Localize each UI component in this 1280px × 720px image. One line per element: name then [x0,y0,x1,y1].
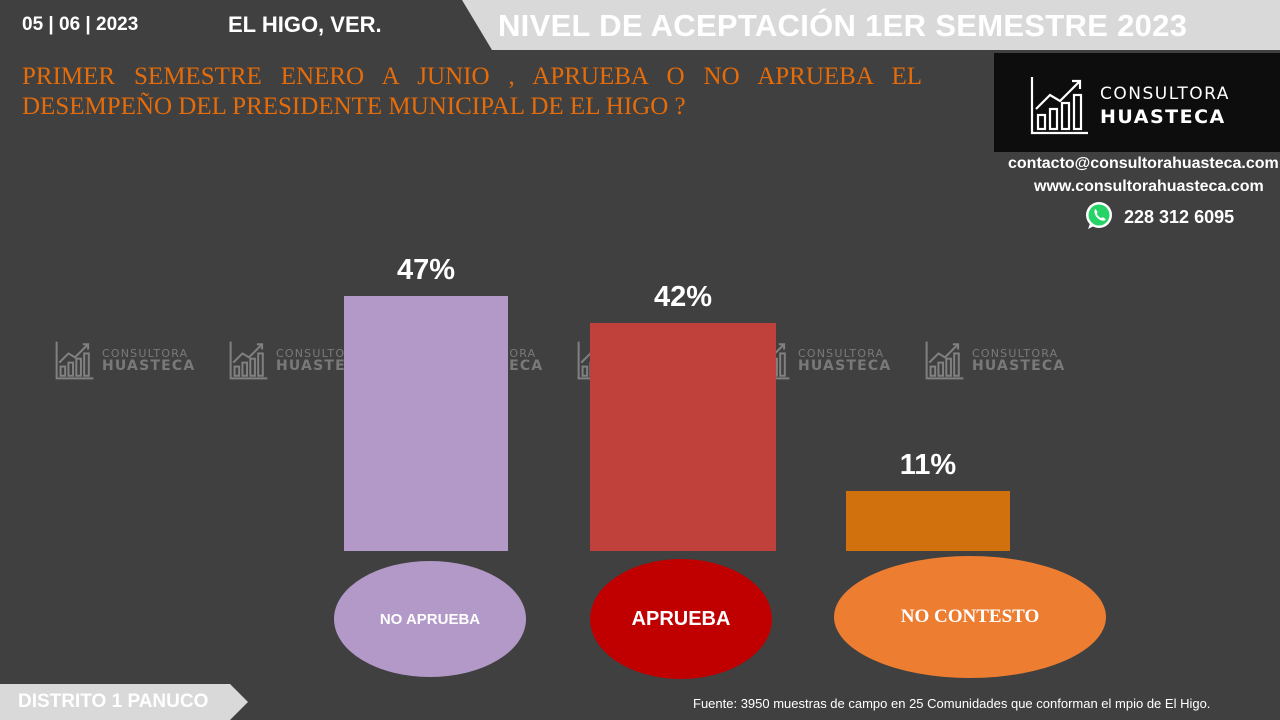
watermark-line1: CONSULTORA [798,347,885,360]
district-tag [0,684,248,720]
contact-phone[interactable]: 228 312 6095 [1124,207,1235,227]
chart-growth-icon [55,341,94,380]
watermark-line2: HUASTECA [102,358,196,374]
category-label: NO CONTESTO [834,556,1106,678]
watermark-line1: CONSULTORA [102,347,189,360]
brand-logo-box [994,53,1280,152]
title-banner [462,0,1280,50]
chart-growth-icon [925,341,964,380]
source-note: Fuente: 3950 muestras de campo en 25 Com… [693,696,1211,711]
bar-data-label: 11% [899,449,957,482]
bar [590,323,776,551]
contact-email[interactable]: contacto@consultorahuasteca.com [1008,155,1279,172]
chart-growth-icon [229,341,268,380]
watermark-line2: HUASTECA [972,358,1066,374]
watermark-line1: CONSULTORA [972,347,1059,360]
whatsapp-icon [1086,202,1112,229]
brand-name-line2: HUASTECA [1100,106,1226,128]
brand-name-line1: CONSULTORA [1100,84,1230,104]
page-title: NIVEL DE ACEPTACIÓN 1ER SEMESTRE 2023 [498,8,1188,43]
district-label: DISTRITO 1 PANUCO [18,691,209,712]
category-label: APRUEBA [590,559,772,679]
bar-data-label: 42% [653,281,713,314]
bar-data-label: 47% [396,254,456,286]
survey-question: PRIMER SEMESTRE ENERO A JUNIO , APRUEBA … [22,63,922,120]
bar [846,491,1010,551]
contact-website[interactable]: www.consultorahuasteca.com [1034,178,1264,195]
watermark-line2: HUASTECA [798,358,892,374]
category-label: NO APRUEBA [334,561,526,677]
watermark-line1: CONSULTORA [276,347,363,360]
bar [344,296,508,551]
chart-growth-icon [1030,77,1088,135]
date-label: 05 | 06 | 2023 [22,14,139,35]
location-label: EL HIGO, VER. [228,12,382,37]
